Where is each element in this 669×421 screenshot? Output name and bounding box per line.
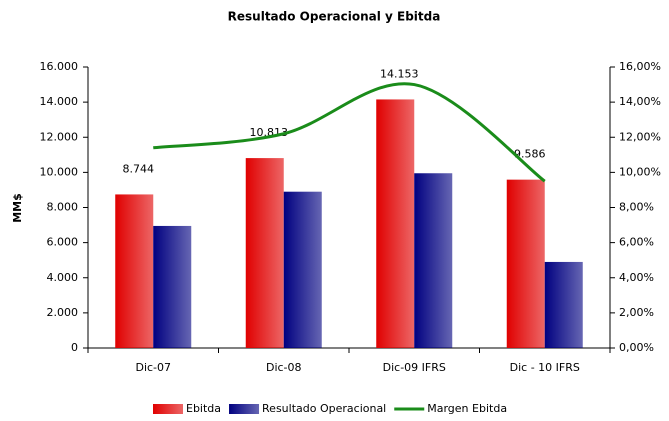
x-tick-label: Dic - 10 IFRS <box>510 361 580 374</box>
legend-label: Ebitda <box>186 402 221 415</box>
y-tick-label: 8.000 <box>47 201 79 214</box>
bar <box>376 99 415 349</box>
y-axis-title: MM$ <box>11 193 24 223</box>
x-tick-label: Dic-09 IFRS <box>383 361 446 374</box>
x-tick-label: Dic-07 <box>135 361 171 374</box>
y2-tick-label: 0,00% <box>619 341 654 354</box>
legend-swatch <box>229 404 260 414</box>
y2-tick-label: 8,00% <box>619 201 654 214</box>
y2-tick-label: 10,00% <box>619 165 661 178</box>
y-tick-label: 0 <box>71 341 78 354</box>
bar <box>283 191 322 348</box>
data-label: 14.153 <box>380 67 419 80</box>
data-label: 9.586 <box>514 148 546 161</box>
bar <box>115 194 154 348</box>
legend-swatch <box>153 404 183 414</box>
y-tick-label: 12.000 <box>40 130 79 143</box>
bar <box>544 261 583 348</box>
y2-tick-label: 4,00% <box>619 271 654 284</box>
y2-tick-label: 2,00% <box>619 306 654 319</box>
chart-title: Resultado Operacional y Ebitda <box>228 10 441 24</box>
line-series <box>153 82 546 183</box>
y2-tick-label: 12,00% <box>619 130 661 143</box>
y-tick-label: 2.000 <box>47 306 79 319</box>
legend-label: Margen Ebitda <box>427 402 507 415</box>
y-tick-label: 14.000 <box>40 95 79 108</box>
legend-label: Resultado Operacional <box>262 402 386 415</box>
x-tick-label: Dic-08 <box>266 361 302 374</box>
bar <box>153 225 192 348</box>
bar <box>506 179 545 348</box>
y-tick-label: 16.000 <box>40 60 79 73</box>
y-tick-label: 10.000 <box>40 165 79 178</box>
y-tick-label: 4.000 <box>47 271 79 284</box>
y2-tick-label: 16,00% <box>619 60 661 73</box>
y2-tick-label: 14,00% <box>619 95 661 108</box>
data-label: 8.744 <box>123 162 155 175</box>
y-tick-label: 6.000 <box>47 236 79 249</box>
y2-tick-label: 6,00% <box>619 236 654 249</box>
bar <box>414 173 453 348</box>
bar <box>245 158 284 348</box>
